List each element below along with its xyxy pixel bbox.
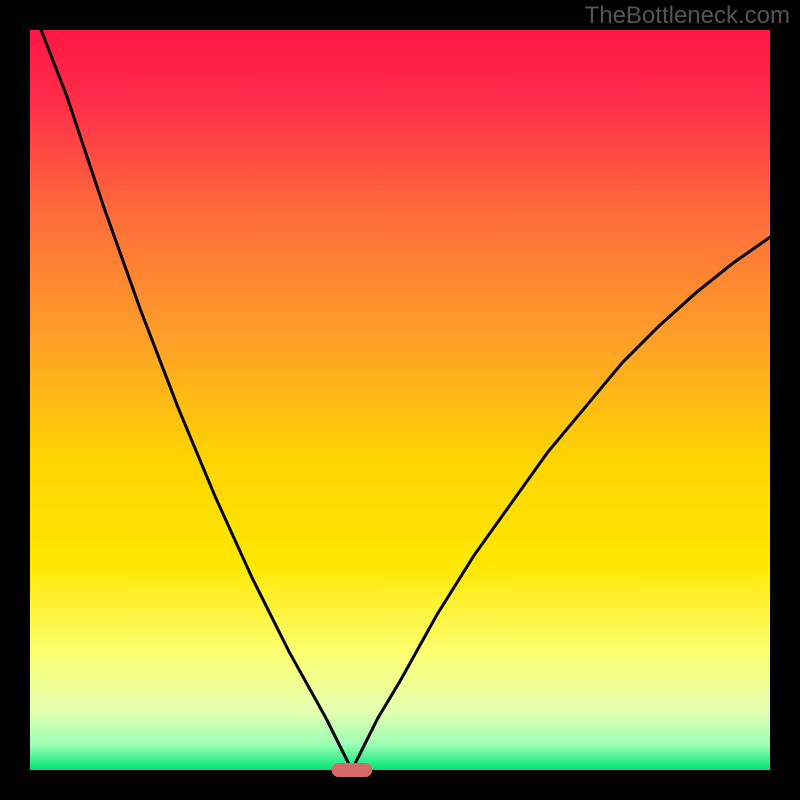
plot-area — [30, 30, 770, 770]
chart-root: TheBottleneck.com — [0, 0, 800, 800]
watermark-text: TheBottleneck.com — [585, 2, 790, 30]
chart-svg — [0, 0, 800, 800]
min-marker — [332, 763, 373, 777]
